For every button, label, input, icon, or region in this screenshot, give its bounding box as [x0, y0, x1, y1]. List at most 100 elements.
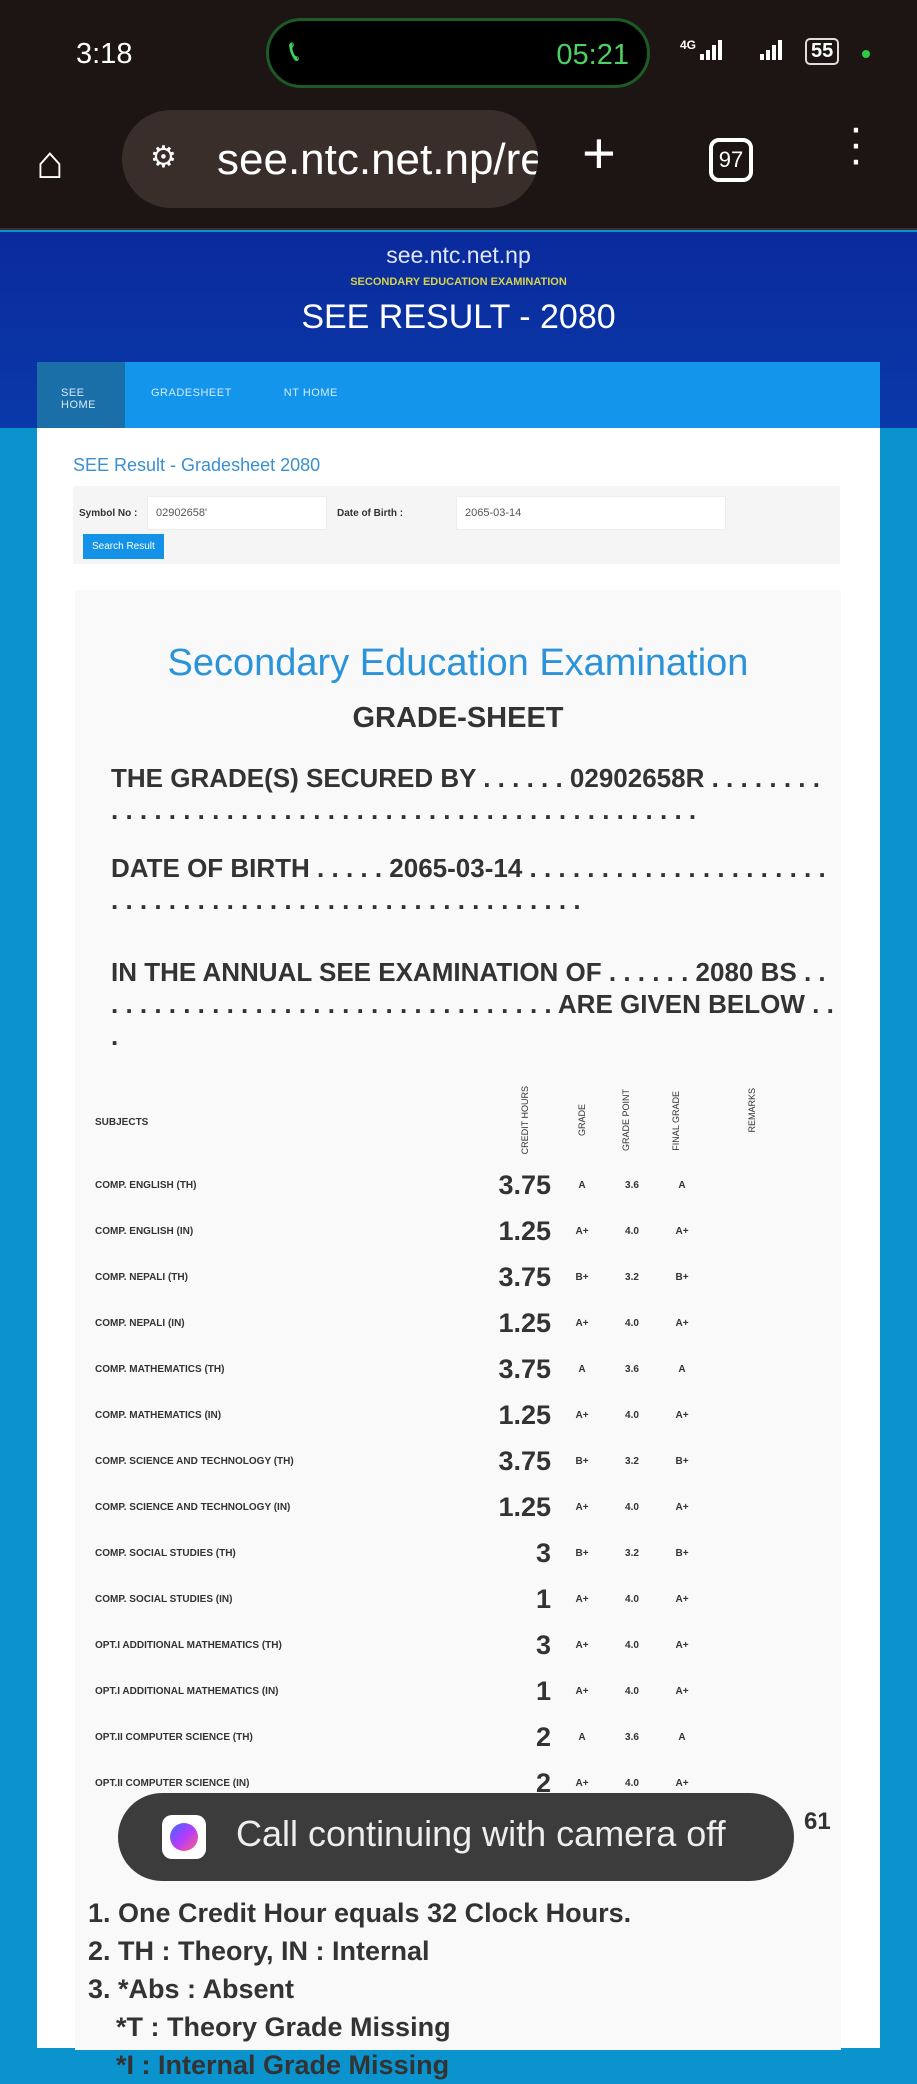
credit-hours-cell: 3	[535, 1629, 551, 1660]
network-type: 4G	[680, 38, 697, 52]
remarks-cell	[707, 1668, 797, 1714]
col-credit-hours: CREDIT HOURS	[520, 1086, 530, 1155]
remarks-cell	[707, 1622, 797, 1668]
subject-cell: COMP. MATHEMATICS (TH)	[95, 1363, 225, 1375]
subject-cell: COMP. ENGLISH (TH)	[95, 1179, 197, 1191]
subject-cell: OPT.II COMPUTER SCIENCE (TH)	[95, 1731, 253, 1743]
table-row: COMP. ENGLISH (IN) 1.25 A+ 4.0 A+	[87, 1208, 797, 1254]
home-icon[interactable]: ⌂	[36, 136, 64, 188]
subject-cell: OPT.I ADDITIONAL MATHEMATICS (IN)	[95, 1685, 279, 1697]
grade-cell: A+	[575, 1685, 589, 1697]
subject-cell: COMP. SCIENCE AND TECHNOLOGY (IN)	[95, 1501, 291, 1513]
nav-gradesheet[interactable]: GRADESHEET	[151, 387, 232, 399]
nav-nt-home[interactable]: NT HOME	[283, 387, 338, 399]
site-subtitle: SECONDARY EDUCATION EXAMINATION	[350, 276, 567, 288]
search-form: Symbol No : 02902658' Date of Birth : 20…	[73, 486, 840, 564]
subject-cell: COMP. MATHEMATICS (IN)	[95, 1409, 222, 1421]
final-grade-cell: A+	[675, 1225, 689, 1237]
note: *I : Internal Grade Missing	[116, 2050, 450, 2080]
dob-input[interactable]: 2065-03-14	[456, 496, 726, 530]
grade-cell: B+	[575, 1547, 589, 1559]
final-grade-cell: B+	[675, 1271, 689, 1283]
grade-point-cell: 3.2	[625, 1547, 639, 1559]
subject-cell: OPT.I ADDITIONAL MATHEMATICS (TH)	[95, 1639, 282, 1651]
final-grade-cell: A+	[675, 1777, 689, 1789]
battery-icon: 55	[805, 38, 840, 65]
table-row: OPT.I ADDITIONAL MATHEMATICS (IN) 1 A+ 4.0 A…	[87, 1668, 797, 1714]
signal-icon	[760, 40, 784, 60]
grade-cell: A+	[575, 1317, 589, 1329]
sheet-subtitle: GRADE-SHEET	[352, 702, 564, 734]
note: 3. *Abs : Absent	[88, 1974, 295, 2004]
final-grade-cell: A+	[675, 1409, 689, 1421]
site-settings-icon[interactable]: ⚙	[150, 141, 177, 174]
grade-point-cell: 4.0	[625, 1685, 639, 1697]
sheet-title: Secondary Education Examination	[167, 642, 749, 684]
new-tab-icon[interactable]: +	[582, 121, 616, 186]
grade-cell: A+	[575, 1593, 589, 1605]
nav-see-home[interactable]: SEE HOME	[37, 362, 125, 428]
final-grade-cell: A+	[675, 1639, 689, 1651]
call-toast: Call continuing with camera off	[118, 1793, 794, 1881]
secured-by-line: THE GRADE(S) SECURED BY . . . . . . 0290…	[111, 763, 820, 825]
col-grade: GRADE	[576, 1104, 587, 1137]
grade-cell: A+	[575, 1225, 589, 1237]
table-row: COMP. MATHEMATICS (TH) 3.75 A 3.6 A	[87, 1346, 797, 1392]
page-title: SEE Result - Gradesheet 2080	[73, 455, 321, 475]
remarks-cell	[707, 1346, 797, 1392]
credit-hours-cell: 3.75	[498, 1261, 551, 1292]
remarks-cell	[707, 1208, 797, 1254]
tab-switcher-button[interactable]: 97	[709, 138, 753, 182]
table-row: COMP. SOCIAL STUDIES (IN) 1 A+ 4.0 A+	[87, 1576, 797, 1622]
notes: 1. One Credit Hour equals 32 Clock Hours…	[88, 1894, 631, 2084]
table-row: COMP. MATHEMATICS (IN) 1.25 A+ 4.0 A+	[87, 1392, 797, 1438]
remarks-cell	[707, 1254, 797, 1300]
search-result-button[interactable]: Search Result	[83, 534, 164, 559]
remarks-cell	[707, 1530, 797, 1576]
remarks-cell	[707, 1484, 797, 1530]
credit-hours-cell: 3.75	[498, 1169, 551, 1200]
subject-cell: OPT.II COMPUTER SCIENCE (IN)	[95, 1777, 250, 1789]
table-row: COMP. SCIENCE AND TECHNOLOGY (TH) 3.75 B+ 3…	[87, 1438, 797, 1484]
table-row: COMP. ENGLISH (TH) 3.75 A 3.6 A	[87, 1162, 797, 1208]
grade-cell: B+	[575, 1455, 589, 1467]
nav-bar: SEE HOME GRADESHEET NT HOME	[37, 362, 880, 428]
grade-point-cell: 3.2	[625, 1455, 639, 1467]
symbol-input[interactable]: 02902658'	[147, 496, 327, 530]
subject-cell: COMP. NEPALI (IN)	[95, 1317, 185, 1329]
phone-icon: 📞︎	[289, 35, 300, 68]
subject-cell: COMP. SCIENCE AND TECHNOLOGY (TH)	[95, 1455, 294, 1467]
grade-cell: B+	[575, 1271, 589, 1283]
credit-hours-cell: 1.25	[498, 1307, 551, 1338]
status-bar: 3:18 📞︎ 05:21 4G 55	[0, 0, 917, 100]
address-bar[interactable]: ⚙ see.ntc.net.np/re	[122, 110, 538, 208]
final-grade-cell: A+	[675, 1593, 689, 1605]
grade-point-cell: 3.6	[625, 1363, 639, 1375]
credit-hours-cell: 2	[535, 1721, 551, 1752]
call-timer: 05:21	[556, 39, 629, 71]
messenger-icon	[162, 1815, 206, 1859]
credit-hours-cell: 1.25	[498, 1215, 551, 1246]
grade-point-cell: 4.0	[625, 1501, 639, 1513]
toast-text: Call continuing with camera off	[236, 1813, 726, 1854]
final-grade-cell: A	[678, 1363, 686, 1375]
note: 1. One Credit Hour equals 32 Clock Hours…	[88, 1898, 632, 1928]
grade-point-cell: 4.0	[625, 1225, 639, 1237]
signal-icon	[700, 40, 724, 60]
table-header: SUBJECTS CREDIT HOURS GRADE GRADE POINT …	[87, 1082, 797, 1162]
final-grade-cell: A	[678, 1179, 686, 1191]
col-grade-point: GRADE POINT	[621, 1089, 631, 1152]
grade-cell: A+	[575, 1501, 589, 1513]
subject-cell: COMP. SOCIAL STUDIES (IN)	[95, 1593, 233, 1605]
credit-hours-cell: 1	[535, 1675, 551, 1706]
final-grade-cell: A	[678, 1731, 686, 1743]
credit-hours-cell: 3	[535, 1537, 551, 1568]
credit-hours-cell: 2	[535, 1767, 551, 1798]
ongoing-call-pill[interactable]: 📞︎ 05:21	[266, 18, 650, 88]
subject-cell: COMP. NEPALI (TH)	[95, 1271, 188, 1283]
more-menu-icon[interactable]: · · ·	[848, 103, 864, 184]
grade-point-cell: 3.6	[625, 1731, 639, 1743]
remarks-cell	[707, 1300, 797, 1346]
final-grade-cell: A+	[675, 1501, 689, 1513]
remarks-cell	[707, 1576, 797, 1622]
